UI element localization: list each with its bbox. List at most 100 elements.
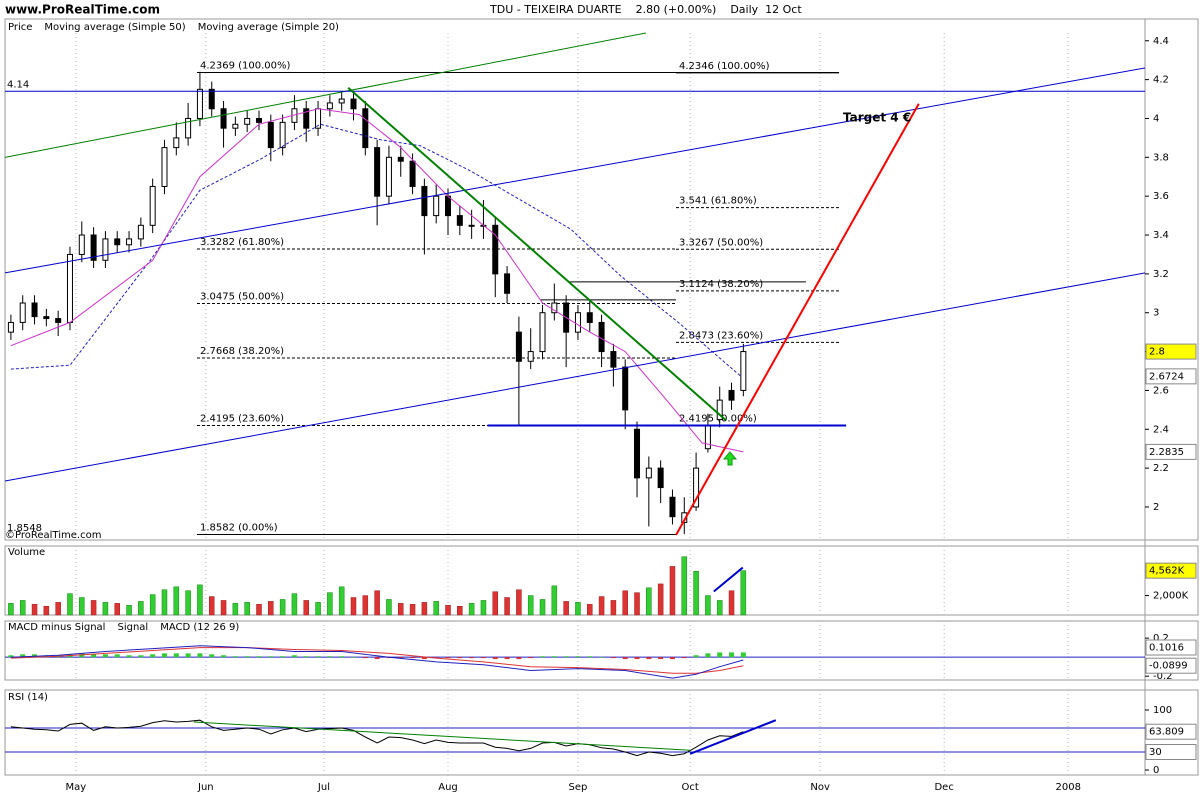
- y-tick-label: 3.4: [1153, 230, 1169, 241]
- value-marker-box: [1145, 744, 1197, 761]
- volume-bar: [657, 583, 664, 616]
- trend-line: [4, 32, 646, 158]
- value-marker-label: -0.0899: [1149, 661, 1188, 672]
- value-marker-label: 2.8: [1149, 347, 1165, 358]
- candle-body: [634, 428, 641, 479]
- candle-body: [267, 121, 274, 149]
- volume-bar: [398, 603, 404, 616]
- volume-bar: [43, 606, 50, 616]
- y-tick-label: 2.4: [1153, 424, 1169, 435]
- value-marker-box: [1145, 443, 1197, 460]
- candle-body: [409, 160, 416, 187]
- macd-panel: [4, 620, 1199, 681]
- volume-bar: [315, 602, 321, 616]
- x-tick-label: Nov: [810, 782, 830, 793]
- macd-histogram-bar: [327, 656, 333, 658]
- volume-bar: [527, 595, 534, 616]
- value-marker-label: 2.6724: [1149, 371, 1184, 382]
- x-tick-label: Aug: [438, 782, 458, 793]
- y-tick-label: 100: [1153, 705, 1172, 716]
- macd-histogram-bar: [705, 653, 711, 658]
- candle-body: [208, 88, 215, 110]
- candle-body: [255, 117, 262, 123]
- candle-body: [19, 302, 26, 323]
- candle-body: [7, 321, 14, 333]
- macd-histogram-bar: [8, 655, 14, 658]
- volume-bar: [244, 602, 250, 616]
- panel-title: Volume: [8, 547, 45, 558]
- y-tick-label: 4.2: [1153, 75, 1169, 86]
- volume-bar: [90, 600, 97, 616]
- macd-histogram-bar: [575, 656, 581, 658]
- macd-histogram-bar: [540, 656, 546, 658]
- x-tick-label: Jun: [197, 782, 214, 793]
- macd-line: [10, 647, 744, 674]
- macd-histogram-bar: [138, 655, 144, 658]
- macd-histogram-bar: [622, 657, 628, 660]
- macd-histogram-bar: [457, 657, 463, 659]
- candle-body: [78, 234, 85, 255]
- macd-histogram-bar: [740, 652, 746, 658]
- candle-body: [421, 185, 428, 217]
- macd-histogram-bar: [32, 654, 38, 658]
- candle-body: [740, 351, 747, 391]
- macd-histogram-bar: [516, 657, 522, 660]
- volume-bar: [516, 589, 522, 616]
- volume-bar: [8, 603, 14, 616]
- fibonacci-label: 4.2346 (100.00%): [679, 61, 770, 72]
- volume-bar: [279, 599, 286, 616]
- candle-body: [114, 238, 121, 246]
- legend-entry: Moving average (Simple 50): [44, 22, 185, 33]
- fibonacci-label: 4.2369 (100.00%): [200, 60, 291, 71]
- left-price-label: 1.8548: [7, 523, 42, 534]
- macd-histogram-bar: [339, 656, 345, 658]
- macd-histogram-bar: [221, 655, 227, 658]
- y-tick-label: 2,000K: [1153, 591, 1189, 602]
- trend-line: [689, 719, 777, 755]
- y-tick-label: 2.6: [1153, 385, 1169, 396]
- candle-body: [645, 467, 652, 479]
- panel-title: RSI (14): [8, 692, 48, 703]
- macd-histogram-bar: [410, 657, 416, 659]
- candle-body: [232, 123, 239, 129]
- value-marker-label: 0.1016: [1149, 642, 1184, 653]
- volume-bar: [185, 590, 191, 616]
- macd-histogram-bar: [469, 657, 475, 659]
- macd-histogram-bar: [563, 656, 569, 658]
- volume-bar: [126, 605, 132, 616]
- macd-histogram-bar: [20, 654, 26, 658]
- trend-line: [713, 566, 744, 593]
- target-annotation: Target 4 €: [843, 111, 911, 125]
- trend-line: [193, 721, 691, 751]
- volume-bar: [303, 600, 309, 616]
- volume-bar: [480, 600, 487, 616]
- macd-line: [10, 645, 744, 679]
- candle-body: [551, 302, 558, 314]
- candle-body: [527, 351, 534, 362]
- volume-bar: [693, 571, 699, 616]
- candle-body: [397, 156, 404, 162]
- macd-histogram-bar: [185, 653, 191, 658]
- volume-bar: [55, 602, 61, 616]
- volume-bar: [575, 602, 581, 616]
- volume-bar: [587, 604, 593, 616]
- candle-body: [385, 156, 392, 197]
- volume-bar: [79, 597, 85, 616]
- volume-bar: [149, 594, 156, 616]
- candle-body: [374, 147, 381, 197]
- macd-histogram-bar: [232, 656, 238, 658]
- volume-bar: [102, 602, 109, 616]
- fibonacci-label: 2.7668 (38.20%): [200, 346, 284, 357]
- candle-body: [586, 312, 593, 323]
- macd-histogram-bar: [256, 656, 262, 658]
- x-tick-label: Oct: [682, 782, 699, 793]
- candle-body: [173, 137, 180, 149]
- y-tick-label: 3: [1153, 308, 1159, 319]
- fibonacci-label: 3.0475 (50.00%): [200, 291, 284, 302]
- candle-body: [610, 351, 617, 368]
- macd-histogram-bar: [173, 653, 179, 658]
- macd-histogram-bar: [658, 657, 664, 660]
- value-marker-box: [1145, 343, 1197, 360]
- volume-bar: [551, 585, 558, 616]
- macd-histogram-bar: [150, 654, 156, 658]
